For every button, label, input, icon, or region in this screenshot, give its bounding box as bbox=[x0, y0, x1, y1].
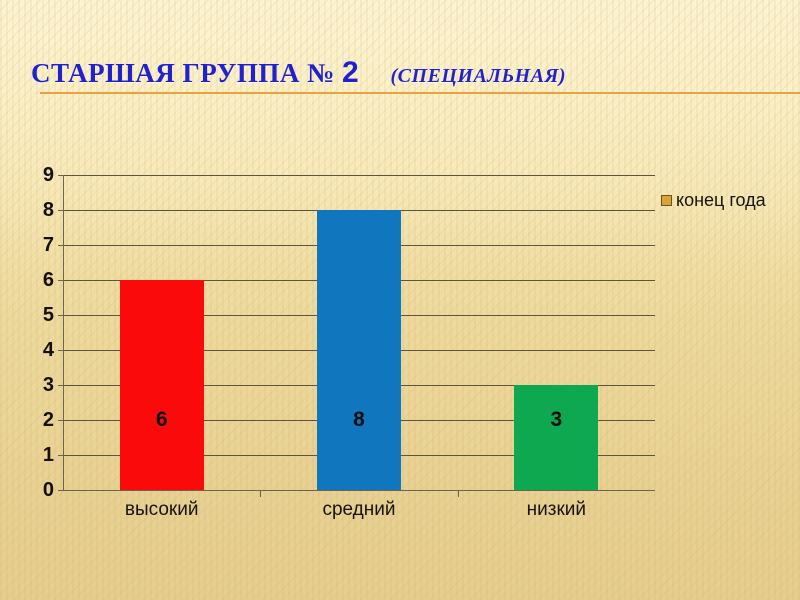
y-axis-tick bbox=[58, 420, 64, 421]
chart-legend: конец года bbox=[661, 190, 766, 211]
y-axis-tick bbox=[58, 245, 64, 246]
bar-value-label: 6 bbox=[155, 408, 168, 431]
y-axis-tick-label: 5 bbox=[42, 304, 54, 326]
legend-swatch-icon bbox=[661, 195, 672, 206]
y-axis-tick bbox=[58, 455, 64, 456]
y-axis-tick-label: 1 bbox=[42, 444, 54, 466]
bar-chart: 0 1 2 3 4 5 6 7 8 9 6 8 3 высокий средний низкий bbox=[0, 150, 800, 550]
page-title-main: СТАРШАЯ ГРУППА № bbox=[31, 58, 335, 88]
page-title: СТАРШАЯ ГРУППА № 2 (СПЕЦИАЛЬНАЯ) bbox=[31, 56, 566, 90]
plot-area: 6 8 3 bbox=[63, 175, 655, 490]
bar[interactable]: 3 bbox=[514, 385, 599, 490]
x-axis-tick bbox=[260, 491, 262, 497]
gridline bbox=[63, 175, 655, 176]
legend-item-label: конец года bbox=[676, 190, 766, 210]
bar-value-label: 3 bbox=[550, 408, 563, 431]
page-title-number: 2 bbox=[342, 56, 360, 89]
y-axis-tick-label: 9 bbox=[42, 164, 54, 186]
y-axis-tick bbox=[58, 210, 64, 211]
y-axis-tick-labels: 0 1 2 3 4 5 6 7 8 9 bbox=[24, 150, 54, 550]
y-axis-tick-label: 8 bbox=[42, 199, 54, 221]
bar[interactable]: 6 bbox=[119, 280, 204, 490]
y-axis-tick bbox=[58, 490, 64, 491]
x-axis-category-label: низкий bbox=[526, 499, 586, 520]
y-axis-line bbox=[63, 175, 64, 491]
y-axis-tick bbox=[58, 385, 64, 386]
x-axis-line bbox=[63, 490, 655, 491]
y-axis-tick-label: 4 bbox=[42, 339, 54, 361]
x-axis-category-label: средний bbox=[322, 499, 396, 520]
y-axis-tick-label: 2 bbox=[42, 409, 54, 431]
title-area: СТАРШАЯ ГРУППА № 2 (СПЕЦИАЛЬНАЯ) bbox=[0, 56, 800, 102]
y-axis-tick bbox=[58, 175, 64, 176]
y-axis-tick-label: 0 bbox=[42, 479, 54, 501]
bar-value-label: 8 bbox=[353, 408, 365, 431]
x-axis-tick bbox=[457, 491, 459, 497]
title-underline-rule bbox=[40, 92, 800, 94]
y-axis-tick bbox=[58, 280, 64, 281]
y-axis-tick-label: 3 bbox=[42, 374, 54, 396]
x-axis-category-label: высокий bbox=[124, 499, 199, 520]
y-axis-tick bbox=[58, 315, 64, 316]
page-title-subtitle: (СПЕЦИАЛЬНАЯ) bbox=[390, 65, 567, 87]
y-axis-tick bbox=[58, 350, 64, 351]
bar[interactable]: 8 bbox=[317, 210, 401, 490]
y-axis-tick-label: 6 bbox=[42, 269, 54, 291]
y-axis-tick-label: 7 bbox=[42, 234, 54, 256]
